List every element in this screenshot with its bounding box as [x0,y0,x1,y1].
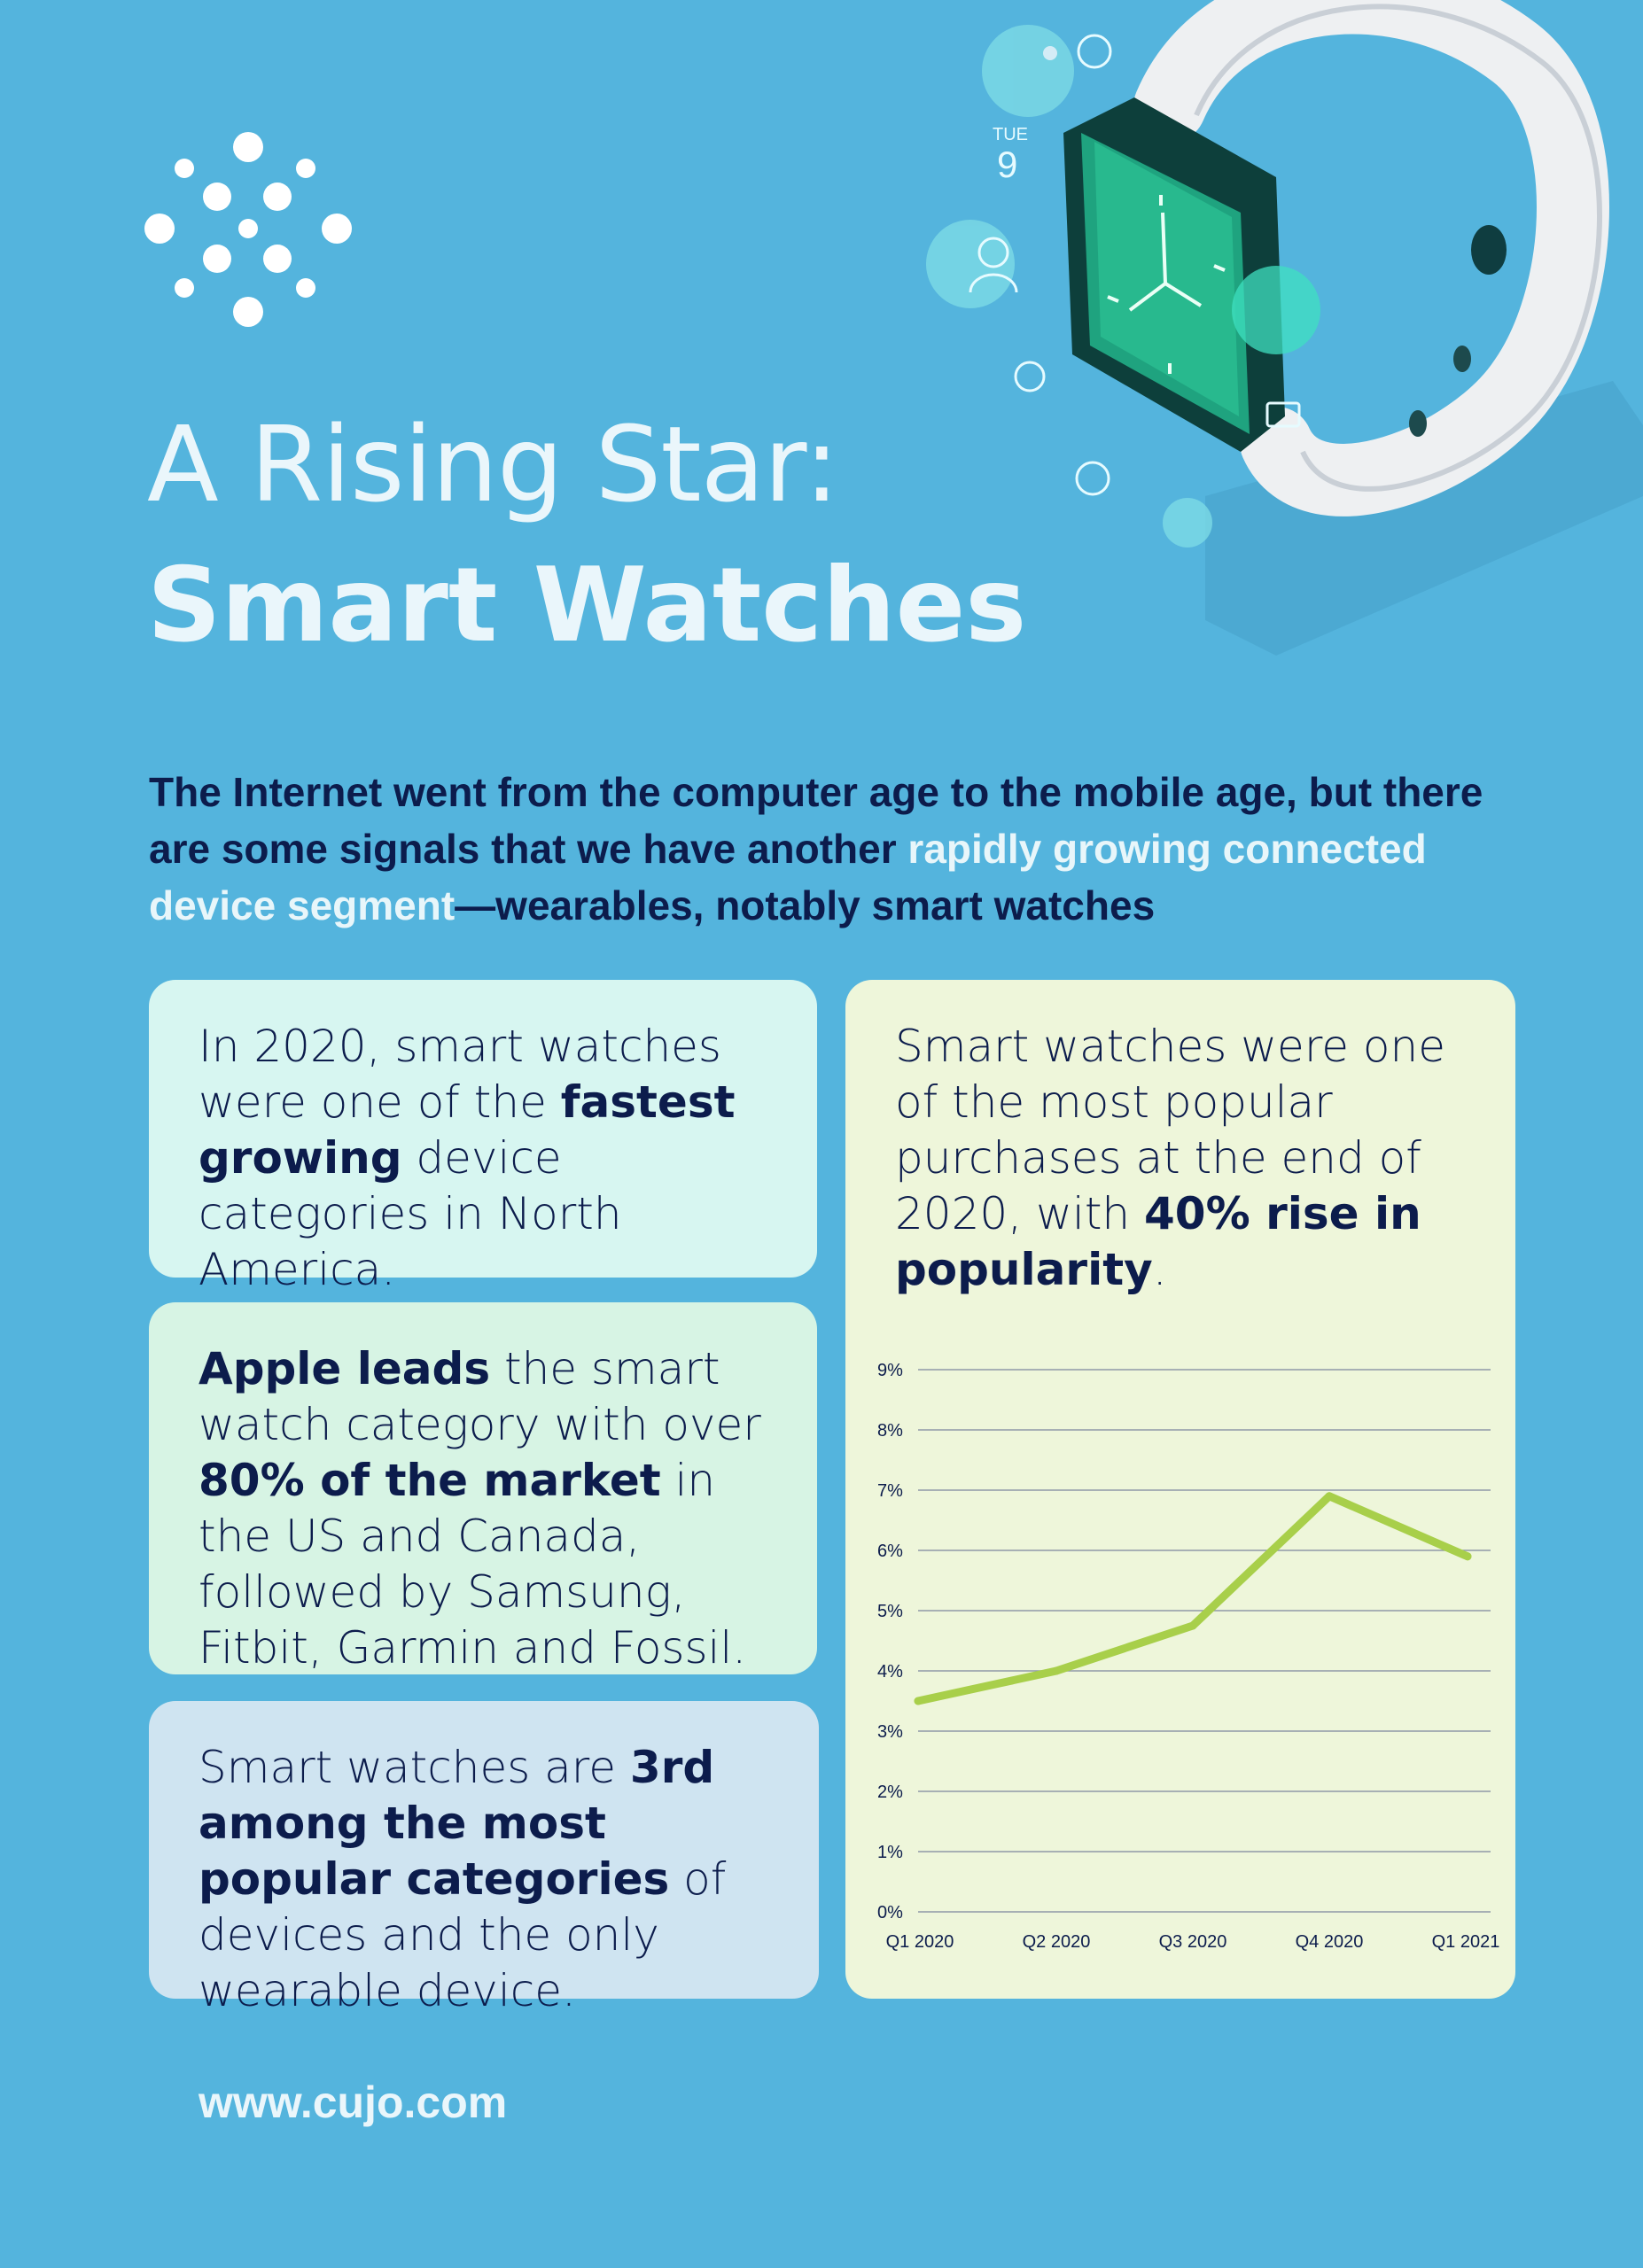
card-apple-leads: Apple leads the smart watch category wit… [149,1302,817,1674]
card-fastest-growing: In 2020, smart watches were one of the f… [149,980,817,1295]
x-tick-label: Q1 2020 [886,1932,954,1952]
card-3-text: Smart watches are 3rd among the most pop… [199,1740,801,2019]
y-tick-label: 4% [877,1662,903,1682]
card-1-text-b: device categories in North America. [199,1132,622,1295]
app-icon-outlines [969,34,1301,496]
y-tick-label: 0% [877,1903,903,1922]
y-tick-label: 5% [877,1602,903,1621]
card-4-text: Smart watches were one of the most popul… [895,1019,1498,1298]
x-tick-label: Q4 2020 [1296,1932,1364,1952]
data-point [1052,1666,1061,1675]
watch-day-number: 9 [997,144,1017,185]
card-4-bold: 40% rise in popularity [895,1188,1421,1295]
card-2-bold-b: 80% of the market [199,1455,661,1506]
card-1-text-a: In 2020, smart watches were one of the [199,1021,721,1128]
data-point [1188,1621,1197,1630]
footer-url[interactable]: www.cujo.com [199,2078,508,2127]
card-3-text-a: Smart watches are [199,1742,630,1793]
data-point [1325,1492,1334,1501]
x-tick-label: Q3 2020 [1159,1932,1227,1952]
watch-face [1107,195,1226,374]
data-point [914,1697,923,1705]
card-4-text-b: . [1152,1244,1167,1295]
intro-text-1: The Internet went from the computer age … [149,769,1483,872]
y-tick-label: 6% [877,1542,903,1561]
logo-icon [144,132,352,327]
y-tick-label: 3% [877,1722,903,1742]
card-3-text-b: of devices and the only wearable device. [199,1853,727,2016]
title-line-1: A Rising Star: [147,403,839,525]
title-line-2: Smart Watches [147,546,1027,665]
watch-shadow [1205,381,1643,656]
app-icons [926,25,1320,548]
card-2-text: Apple leads the smart watch category wit… [199,1341,799,1676]
intro-text-2: —wearables, notably smart watches [455,882,1156,928]
popularity-line-chart: 0% 1% 2% 3% 4% 5% 6% 7% 8% 9% Q1 2020 Q2 2020 Q3 202… [877,1361,1500,1952]
y-tick-label: 1% [877,1843,903,1862]
card-3-bold: 3rd among the most popular categories [199,1742,715,1905]
data-point [1463,1552,1472,1561]
y-tick-label: 7% [877,1481,903,1501]
card-third-popular: Smart watches are 3rd among the most pop… [149,1701,819,2016]
smart-watch-illustration: TUE 9 [926,0,1643,656]
card-2-text-a: the smart watch category with over [199,1343,761,1450]
y-tick-label: 8% [877,1421,903,1441]
watch-strap [1133,0,1609,517]
y-tick-label: 9% [877,1361,903,1380]
intro-highlight: rapidly growing connected device segment [149,826,1427,928]
card-popularity-chart: Smart watches were one of the most popul… [845,980,1515,1999]
card-2-text-b: in the US and Canada, followed by Samsun… [199,1455,747,1674]
watch-day-label: TUE [993,125,1028,144]
intro-paragraph: The Internet went from the computer age … [149,764,1531,934]
y-tick-label: 2% [877,1783,903,1802]
card-4-text-a: Smart watches were one of the most popul… [895,1021,1445,1239]
card-1-bold: fastest growing [199,1076,736,1184]
x-tick-label: Q2 2020 [1023,1932,1091,1952]
card-2-bold-a: Apple leads [199,1343,491,1394]
card-1-text: In 2020, smart watches were one of the f… [199,1019,799,1298]
x-tick-label: Q1 2021 [1432,1932,1500,1952]
